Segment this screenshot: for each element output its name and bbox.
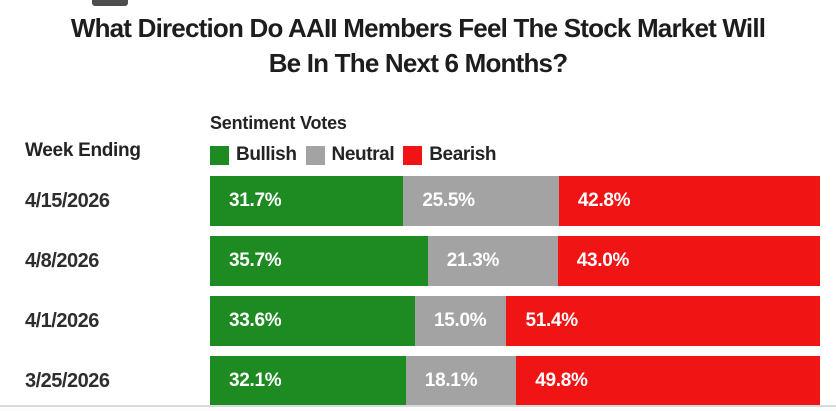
neutral-value: 15.0%: [433, 310, 487, 331]
bearish-segment: 42.8%: [558, 176, 820, 226]
legend-label-bullish: Bullish: [236, 144, 297, 165]
bullish-value: 31.7%: [229, 190, 282, 211]
bullish-value: 32.1%: [229, 370, 282, 391]
week-ending-axis-label: Week Ending: [25, 140, 141, 161]
bullish-segment: 31.7%: [210, 176, 404, 226]
bearish-segment: 49.8%: [516, 356, 820, 406]
screen-artifact-mark: [92, 0, 128, 6]
bearish-segment: 43.0%: [557, 236, 820, 286]
week-ending-date: 3/25/2026: [25, 369, 110, 392]
neutral-value: 18.1%: [424, 370, 478, 391]
neutral-segment: 21.3%: [427, 236, 558, 286]
sentiment-row: 4/1/2026 33.6% 15.0% 51.4%: [0, 296, 836, 346]
bearish-segment: 51.4%: [506, 296, 820, 346]
legend-item-bearish: Bearish: [403, 144, 497, 166]
bottom-divider: [0, 405, 836, 407]
bearish-value: 49.8%: [535, 370, 588, 391]
bearish-value: 42.8%: [577, 190, 631, 211]
bearish-value: 51.4%: [525, 310, 578, 331]
neutral-segment: 25.5%: [403, 176, 559, 226]
legend-label-bearish: Bearish: [429, 144, 497, 165]
bullish-value: 33.6%: [229, 310, 282, 331]
bearish-value: 43.0%: [576, 250, 630, 271]
legend-item-bullish: Bullish: [210, 144, 297, 166]
neutral-segment: 18.1%: [405, 356, 517, 406]
neutral-value: 21.3%: [446, 250, 500, 271]
legend-item-neutral: Neutral: [305, 144, 395, 166]
sentiment-row: 4/15/2026 31.7% 25.5% 42.8%: [0, 176, 836, 226]
bullish-segment: 35.7%: [210, 236, 428, 286]
bearish-swatch-icon: [403, 145, 423, 165]
stacked-bar: 33.6% 15.0% 51.4%: [210, 296, 820, 346]
stacked-bar: 32.1% 18.1% 49.8%: [210, 356, 820, 406]
week-ending-date: 4/15/2026: [25, 189, 110, 212]
bullish-segment: 33.6%: [210, 296, 415, 346]
neutral-swatch-icon: [305, 145, 325, 165]
bullish-swatch-icon: [210, 145, 229, 165]
stacked-bar: 35.7% 21.3% 43.0%: [210, 236, 820, 286]
legend: Bullish Neutral Bearish: [210, 144, 497, 166]
sentiment-row: 3/25/2026 32.1% 18.1% 49.8%: [0, 356, 836, 406]
chart-title: What Direction Do AAII Members Feel The …: [70, 13, 766, 78]
bullish-segment: 32.1%: [210, 356, 406, 406]
neutral-segment: 15.0%: [414, 296, 507, 346]
legend-title: Sentiment Votes: [210, 113, 347, 133]
week-ending-date: 4/8/2026: [25, 249, 99, 272]
bottom-margin: [0, 407, 836, 411]
sentiment-row: 4/8/2026 35.7% 21.3% 43.0%: [0, 236, 836, 286]
legend-label-neutral: Neutral: [331, 144, 395, 165]
neutral-value: 25.5%: [422, 190, 475, 211]
bar-chart: 4/15/2026 31.7% 25.5% 42.8% 4/8/2026 35.…: [0, 176, 836, 406]
week-ending-date: 4/1/2026: [25, 309, 99, 332]
stacked-bar: 31.7% 25.5% 42.8%: [210, 176, 820, 226]
bullish-value: 35.7%: [229, 250, 282, 271]
